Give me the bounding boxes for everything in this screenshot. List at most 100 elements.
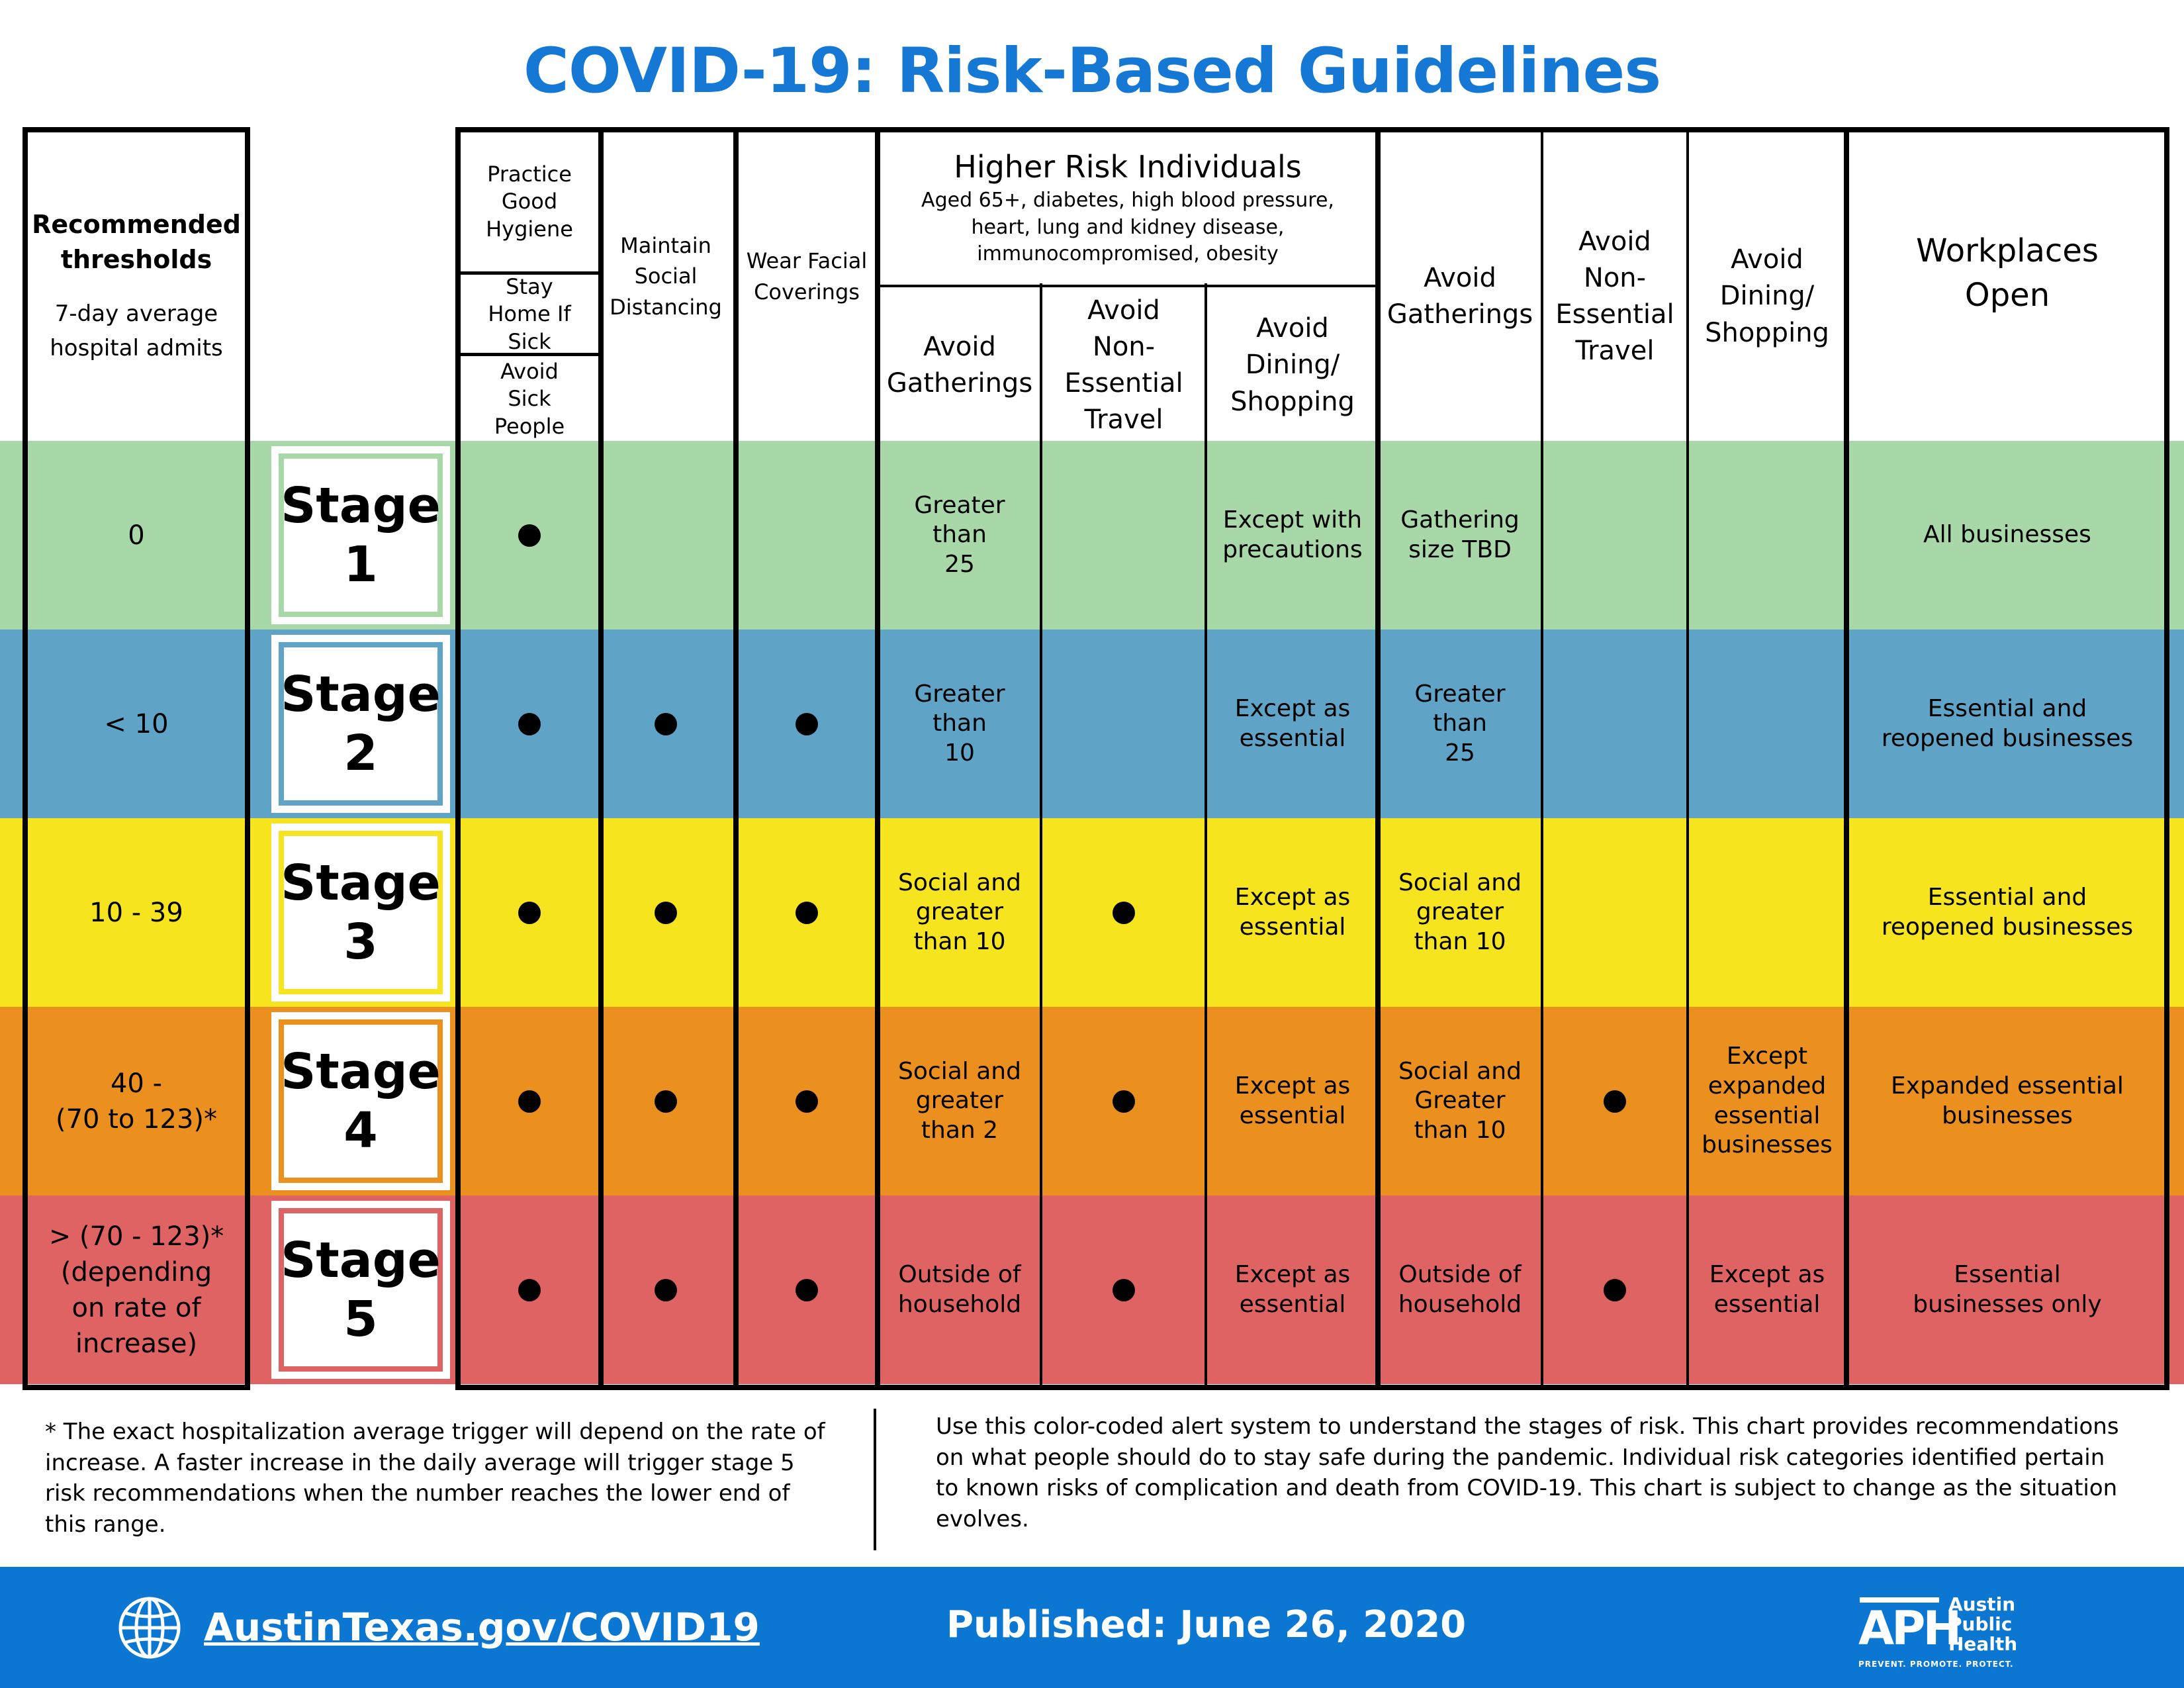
stage-2-badge: Stage 2 [271, 635, 450, 813]
stage-1-workplaces-cell: All businesses [1850, 441, 2164, 630]
recommended-dot [518, 1278, 541, 1301]
cell-text: Social and Greater than 10 [1398, 1057, 1522, 1144]
stage-5-label: Stage 5 [281, 1231, 441, 1348]
cell-text: Greater than 10 [914, 680, 1005, 767]
stage-2-hr-travel-cell [1044, 630, 1203, 818]
column-divider-3 [1375, 127, 1381, 1390]
globe-icon [116, 1595, 183, 1661]
stage-5-hr-travel-cell [1044, 1196, 1203, 1384]
thresholds-border-right [245, 127, 250, 1390]
stay-home-header: Stay Home If Sick [488, 273, 571, 354]
cell-text: Essential businesses only [1913, 1260, 2102, 1318]
covid19-website-link[interactable]: AustinTexas.gov/COVID19 [204, 1605, 760, 1650]
stage-5-travel-cell [1545, 1196, 1685, 1384]
table-border-right [2164, 127, 2169, 1390]
recommended-dot [655, 1278, 677, 1301]
column-divider-1 [733, 127, 739, 1390]
stage-4-gatherings-cell: Social and Greater than 10 [1381, 1007, 1539, 1196]
stage-5-distancing-cell [600, 1196, 732, 1384]
table-border-left [455, 127, 461, 1390]
stage-3-threshold-cell: 10 - 39 [28, 818, 245, 1007]
hygiene-divider-2 [461, 353, 598, 356]
published-date: Published: June 26, 2020 [946, 1603, 1467, 1646]
stage-3-travel-cell [1545, 818, 1685, 1007]
stage-4-hr-dining-cell: Except as essential [1210, 1007, 1375, 1196]
recommended-dot [1604, 1090, 1626, 1113]
table-border-top [455, 127, 2169, 132]
aph-logo: APH Austin Public Health PREVENT. PROMOT… [1858, 1591, 2037, 1670]
stage-3-dining-cell [1690, 818, 1844, 1007]
stage-3-badge: Stage 3 [271, 823, 450, 1002]
footer-bar: AustinTexas.gov/COVID19 Published: June … [0, 1567, 2184, 1688]
recommended-dot [518, 901, 541, 924]
stage-3-hr-travel-cell [1044, 818, 1203, 1007]
stage-1-threshold-cell: 0 [28, 441, 245, 630]
aph-logo-name-3: Health [1948, 1633, 2018, 1655]
stage-4-dining-cell: Except expanded essential businesses [1690, 1007, 1844, 1196]
higher-risk-title: Higher Risk Individuals [954, 148, 1302, 185]
recommended-dot [796, 1090, 818, 1113]
stage-2-distancing-cell [600, 630, 732, 818]
stage-1-dining-cell [1690, 441, 1844, 630]
column-divider-2 [875, 127, 880, 1390]
hygiene-header: Practice Good Hygiene [486, 161, 573, 242]
column-divider-0 [598, 127, 604, 1390]
cell-text: Gathering size TBD [1400, 506, 1520, 563]
stage-4-hr-travel-cell [1044, 1007, 1203, 1196]
cell-text: Except as essential [1709, 1260, 1825, 1318]
travel-header: Avoid Non-Essential Travel [1555, 226, 1674, 367]
column-thin-divider-1 [1205, 283, 1207, 1390]
page-title: COVID-19: Risk-Based Guidelines [523, 35, 1661, 107]
stage-5-hr-dining-cell: Except as essential [1210, 1196, 1375, 1384]
recommended-dot [1113, 1278, 1135, 1301]
recommended-dot [655, 712, 677, 735]
stage-1-coverings-cell [739, 441, 875, 630]
stage-1-travel-cell [1545, 441, 1685, 630]
cell-text: Except as essential [1234, 1260, 1351, 1318]
stage-4-distancing-cell [600, 1007, 732, 1196]
stage-2-label: Stage 2 [281, 665, 441, 782]
stage-1-hr-gatherings-cell: Greater than 25 [880, 441, 1039, 630]
stage-5-threshold-cell: > (70 - 123)* (depending on rate of incr… [28, 1196, 245, 1384]
stage-2-hygiene-cell [461, 630, 598, 818]
table-border-bottom [455, 1385, 2169, 1390]
recommended-dot [655, 1090, 677, 1113]
cell-text: Expanded essential businesses [1891, 1072, 2124, 1129]
cell-text: < 10 [104, 708, 169, 739]
stage-3-hr-gatherings-cell: Social and greater than 10 [880, 818, 1039, 1007]
cell-text: Except as essential [1234, 694, 1351, 752]
higher-risk-divider [878, 285, 1378, 287]
social-distancing-header: Maintain Social Distancing [610, 232, 722, 320]
aph-logo-tagline: PREVENT. PROMOTE. PROTECT. [1858, 1660, 2014, 1669]
recommended-dot [796, 712, 818, 735]
gatherings-header: Avoid Gatherings [1387, 262, 1533, 330]
stage-4-hr-gatherings-cell: Social and greater than 2 [880, 1007, 1039, 1196]
aph-logo-bar [1860, 1597, 1939, 1603]
hr-gatherings-header: Avoid Gatherings [886, 331, 1033, 399]
stage-2-gatherings-cell: Greater than 25 [1381, 630, 1539, 818]
cell-text: Outside of household [1398, 1260, 1522, 1318]
stage-2-hr-dining-cell: Except as essential [1210, 630, 1375, 818]
cell-text: Except as essential [1234, 1072, 1351, 1129]
recommended-dot [1604, 1278, 1626, 1301]
recommended-dot [518, 712, 541, 735]
recommended-dot [1113, 901, 1135, 924]
footnote: * The exact hospitalization average trig… [45, 1419, 825, 1538]
stage-3-label: Stage 3 [281, 854, 441, 970]
aph-logo-letters: APH [1858, 1601, 1962, 1656]
column-divider-4 [1844, 127, 1849, 1390]
hr-travel-header: Avoid Non-Essential Travel [1064, 295, 1183, 436]
cell-text: Social and greater than 2 [898, 1057, 1021, 1144]
column-thin-divider-2 [1541, 127, 1543, 1390]
stage-2-workplaces-cell: Essential and reopened businesses [1850, 630, 2164, 818]
stage-1-hr-dining-cell: Except with precautions [1210, 441, 1375, 630]
higher-risk-header: Higher Risk Individuals Aged 65+, diabet… [880, 132, 1375, 283]
stage-4-hygiene-cell [461, 1007, 598, 1196]
stage-5-dining-cell: Except as essential [1690, 1196, 1844, 1384]
thresholds-border-top [23, 127, 250, 132]
cell-text: Essential and reopened businesses [1881, 883, 2134, 941]
cell-text: Social and greater than 10 [1398, 868, 1522, 955]
cell-text: > (70 - 123)* (depending on rate of incr… [48, 1221, 224, 1359]
workplaces-header: Workplaces Open [1916, 232, 2099, 314]
cell-text: Social and greater than 10 [898, 868, 1021, 955]
